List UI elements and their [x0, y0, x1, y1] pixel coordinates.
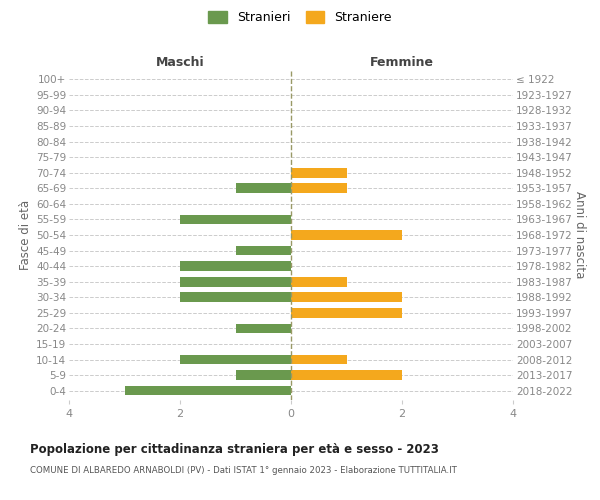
Bar — [291, 292, 402, 302]
Text: COMUNE DI ALBAREDO ARNABOLDI (PV) - Dati ISTAT 1° gennaio 2023 - Elaborazione TU: COMUNE DI ALBAREDO ARNABOLDI (PV) - Dati… — [30, 466, 457, 475]
Bar — [291, 308, 402, 318]
Y-axis label: Fasce di età: Fasce di età — [19, 200, 32, 270]
Bar — [291, 168, 347, 177]
Bar — [291, 354, 347, 364]
Text: Maschi: Maschi — [155, 56, 205, 69]
Bar — [235, 246, 291, 256]
Y-axis label: Anni di nascita: Anni di nascita — [574, 192, 586, 278]
Legend: Stranieri, Straniere: Stranieri, Straniere — [203, 6, 397, 29]
Bar — [180, 292, 291, 302]
Bar — [291, 230, 402, 240]
Bar — [180, 277, 291, 286]
Bar — [180, 354, 291, 364]
Bar — [180, 262, 291, 271]
Bar — [180, 214, 291, 224]
Bar — [235, 184, 291, 193]
Bar — [291, 184, 347, 193]
Bar — [291, 370, 402, 380]
Bar — [291, 277, 347, 286]
Text: Popolazione per cittadinanza straniera per età e sesso - 2023: Popolazione per cittadinanza straniera p… — [30, 442, 439, 456]
Bar — [235, 370, 291, 380]
Bar — [125, 386, 291, 396]
Text: Femmine: Femmine — [370, 56, 434, 69]
Bar — [235, 324, 291, 333]
